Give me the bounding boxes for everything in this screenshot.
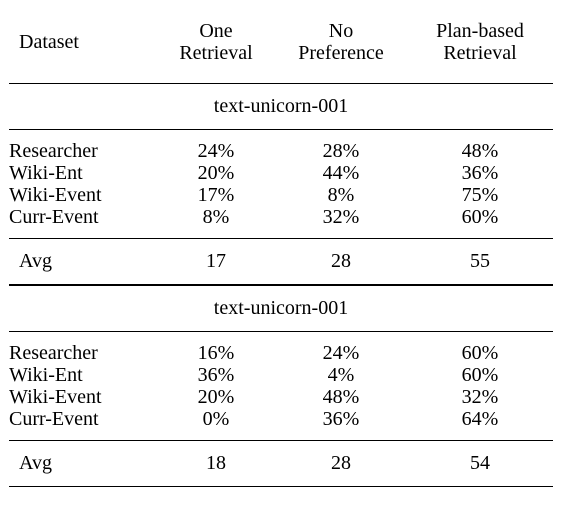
avg-plan-based: 54 [407,440,553,487]
table-row: Researcher 24% 28% 48% [9,129,553,162]
dataset-cell: Wiki-Event [9,386,102,408]
one-retrieval-cell: 20% [197,162,235,184]
dataset-cell: Wiki-Ent [9,364,83,386]
avg-no-preference: 28 [275,440,407,487]
no-preference-cell: 32% [322,206,360,228]
dataset-cell: Curr-Event [9,206,99,228]
table-row: Wiki-Ent 36% 4% 60% [9,364,553,386]
plan-based-cell: 60% [407,331,553,364]
results-table-container: Dataset One Retrieval No Preference Plan-b… [9,4,553,487]
avg-plan-based: 55 [407,238,553,286]
section-1-avg-row: Avg 17 28 55 [9,238,553,286]
no-preference-cell: 4% [327,364,355,386]
plan-based-cell: 48% [407,129,553,162]
no-preference-cell: 36% [322,408,360,430]
dataset-cell: Researcher [9,129,157,162]
model-name: text-unicorn-001 [213,297,349,319]
avg-no-preference: 28 [275,238,407,286]
dataset-cell: Researcher [9,331,157,364]
table-row: Wiki-Event 17% 8% 75% [9,184,553,206]
section-2-avg-row: Avg 18 28 54 [9,440,553,487]
header-one-retrieval: One Retrieval [179,20,253,64]
table-row: Wiki-Ent 20% 44% 36% [9,162,553,184]
no-preference-cell: 48% [322,386,360,408]
one-retrieval-cell: 0% [202,408,230,430]
one-retrieval-cell: 8% [202,206,230,228]
plan-based-cell: 60% [461,206,499,228]
no-preference-cell: 8% [327,184,355,206]
one-retrieval-cell: 36% [197,364,235,386]
plan-based-cell: 32% [461,386,499,408]
one-retrieval-cell: 16% [157,331,275,364]
no-preference-cell: 28% [275,129,407,162]
table-row: Curr-Event 8% 32% 60% [9,206,553,239]
plan-based-cell: 75% [461,184,499,206]
table-row: Researcher 16% 24% 60% [9,331,553,364]
header-row: Dataset One Retrieval No Preference Plan-b… [9,4,553,84]
no-preference-cell: 24% [275,331,407,364]
section-1-model-row: text-unicorn-001 [9,83,553,130]
avg-label: Avg [9,238,157,286]
header-plan-based-retrieval: Plan-based Retrieval [436,20,524,64]
header-no-preference: No Preference [298,20,384,64]
avg-one-retrieval: 18 [157,440,275,487]
header-dataset: Dataset [19,31,79,53]
one-retrieval-cell: 17% [197,184,235,206]
section-2-model-row: text-unicorn-001 [9,285,553,332]
one-retrieval-cell: 20% [197,386,235,408]
no-preference-cell: 44% [322,162,360,184]
avg-one-retrieval: 17 [157,238,275,286]
table-row: Curr-Event 0% 36% 64% [9,408,553,441]
dataset-cell: Wiki-Event [9,184,102,206]
plan-based-cell: 36% [461,162,499,184]
plan-based-cell: 60% [461,364,499,386]
one-retrieval-cell: 24% [157,129,275,162]
table-row: Wiki-Event 20% 48% 32% [9,386,553,408]
results-table: Dataset One Retrieval No Preference Plan-b… [9,4,553,487]
dataset-cell: Wiki-Ent [9,162,83,184]
model-name: text-unicorn-001 [9,83,553,130]
plan-based-cell: 64% [461,408,499,430]
avg-label: Avg [9,440,157,487]
dataset-cell: Curr-Event [9,408,99,430]
